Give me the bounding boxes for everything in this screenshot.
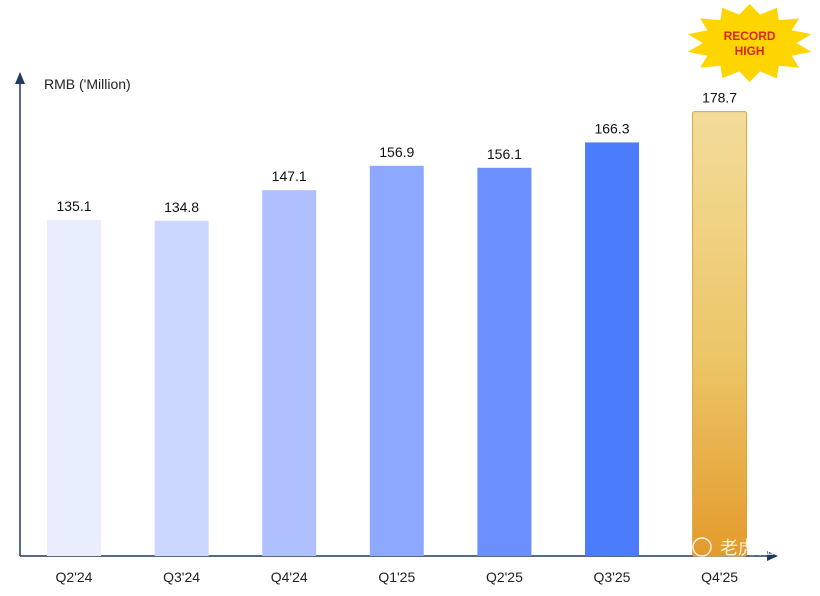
watermark: 老虎社区 极光Aurora [692,537,804,583]
x-tick-label: Q4'24 [271,569,308,585]
x-tick-label: Q2'24 [56,569,93,585]
x-axis-arrow-icon [767,551,778,561]
bar-q425 [692,111,748,557]
value-labels: 135.1 134.8 147.1 156.9 156.1 166.3 178.7 [56,90,737,215]
x-tick-label: Q4'25 [701,569,738,585]
value-label: 134.8 [164,199,199,215]
watermark-text-2: 极光Aurora [740,569,804,583]
y-axis-title: RMB ('Million) [44,76,131,92]
value-label: 147.1 [272,168,307,184]
value-label: 166.3 [594,120,629,136]
bar-q224 [47,220,101,557]
bar-q324 [154,220,209,557]
badge-text-line2: HIGH [735,44,765,58]
record-high-badge: RECORD HIGH [687,3,812,83]
x-tick-labels: Q2'24 Q3'24 Q4'24 Q1'25 Q2'25 Q3'25 Q4'25 [56,569,739,585]
x-tick-label: Q2'25 [486,569,523,585]
bar-q225 [477,167,532,556]
bar-q424 [262,190,317,556]
x-tick-label: Q1'25 [378,569,415,585]
value-label: 135.1 [56,198,91,214]
value-label: 156.1 [487,146,522,162]
watermark-logo-icon [692,537,712,557]
y-axis-arrow-icon [15,72,25,84]
x-tick-label: Q3'24 [163,569,200,585]
watermark-text-1: 老虎社区 [720,538,792,559]
bar-q325 [585,142,639,556]
value-label: 156.9 [379,144,414,160]
bar-q125 [369,165,424,556]
starburst-icon [687,3,812,83]
x-tick-label: Q3'25 [594,569,631,585]
bars [47,111,748,557]
badge-text-line1: RECORD [724,29,776,43]
value-label: 178.7 [702,90,737,106]
